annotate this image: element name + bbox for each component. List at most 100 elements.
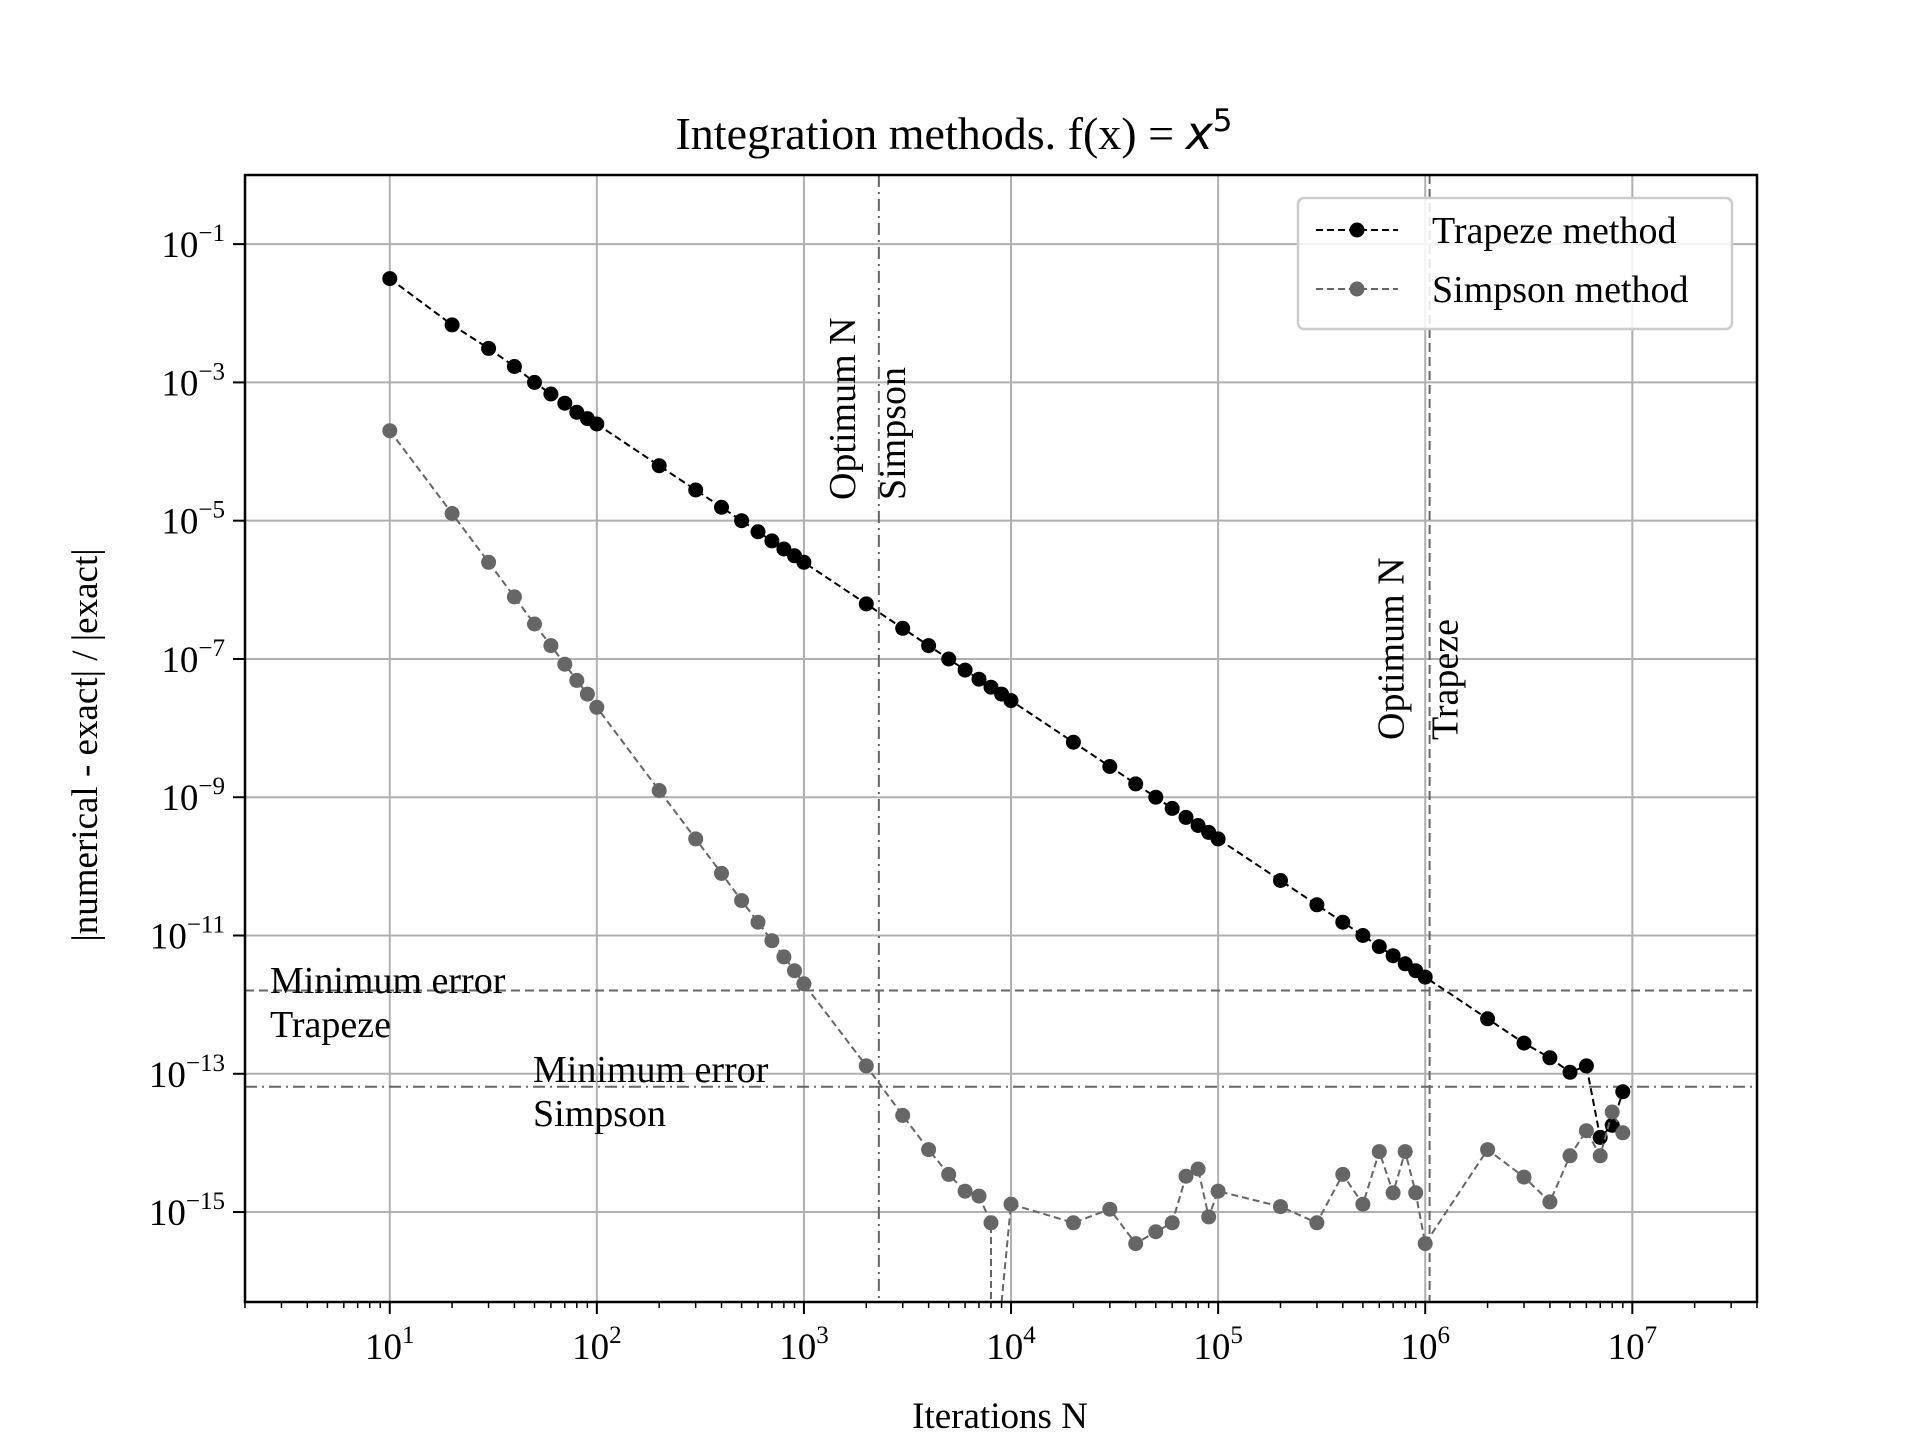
data-point: [527, 616, 542, 632]
data-point: [651, 458, 667, 474]
data-point: [921, 1142, 937, 1158]
data-point: [481, 340, 497, 356]
data-point: [1480, 1142, 1496, 1158]
chart-title-exponent: 5: [1213, 103, 1233, 139]
data-point: [1309, 1215, 1325, 1231]
data-point: [1164, 1215, 1180, 1231]
data-point: [1355, 1196, 1371, 1212]
data-point: [1371, 939, 1387, 955]
data-point: [1397, 1144, 1413, 1160]
data-point: [1562, 1064, 1578, 1080]
data-point: [1102, 1201, 1118, 1217]
data-point: [895, 1107, 911, 1123]
data-point: [1201, 1209, 1217, 1225]
data-point: [1516, 1169, 1532, 1185]
data-point: [776, 949, 792, 965]
data-point: [764, 933, 780, 949]
data-point: [796, 976, 812, 992]
reference-annotation: Optimum N: [1371, 557, 1413, 740]
data-point: [1355, 928, 1371, 943]
data-point: [971, 1188, 987, 1204]
x-axis-ticks: 101 102 103 104 105 106 107: [244, 1302, 1758, 1368]
data-point: [1385, 1185, 1401, 1201]
reference-annotation: Simpson: [533, 1093, 666, 1135]
data-point: [957, 662, 973, 678]
data-point: [1542, 1050, 1558, 1066]
legend-marker-trapeze: [1349, 222, 1365, 238]
data-point: [1178, 809, 1194, 825]
data-point: [1578, 1058, 1594, 1074]
reference-annotation: Minimum error: [270, 960, 506, 1002]
chart-title-text: Integration methods. f(x) =: [675, 108, 1185, 159]
x-tick-label: 101: [365, 1322, 415, 1368]
data-point: [983, 679, 999, 695]
reference-annotation: Optimum N: [822, 317, 864, 500]
data-point: [787, 963, 802, 979]
data-point: [1210, 1183, 1226, 1199]
data-point: [543, 638, 559, 654]
y-tick-label: 10−11: [150, 912, 225, 958]
data-point: [1335, 914, 1351, 930]
x-tick-label: 105: [1193, 1322, 1243, 1368]
data-point: [1309, 897, 1325, 913]
data-point: [1592, 1148, 1608, 1164]
y-tick-label: 10−9: [161, 773, 225, 819]
x-tick-label: 106: [1400, 1322, 1450, 1368]
data-point: [1210, 831, 1226, 847]
data-point: [481, 554, 497, 570]
data-point: [750, 914, 766, 930]
x-tick-label: 107: [1608, 1322, 1658, 1368]
data-point: [1615, 1084, 1631, 1100]
data-point: [1164, 800, 1180, 816]
data-point: [444, 506, 460, 521]
data-point: [589, 699, 605, 715]
y-axis-label: |numerical - exact| / |exact|: [65, 548, 106, 941]
y-tick-label: 10−3: [161, 358, 225, 404]
data-point: [1417, 969, 1433, 985]
legend-box: [1296, 196, 1734, 331]
data-point: [921, 638, 937, 654]
data-point: [527, 374, 542, 390]
data-point: [1273, 873, 1288, 888]
data-point: [557, 656, 573, 672]
data-point: [858, 596, 874, 612]
y-tick-label: 10−7: [161, 635, 225, 681]
data-point: [688, 831, 704, 847]
data-point: [1190, 818, 1206, 833]
legend: Trapeze method Simpson method: [1296, 196, 1734, 331]
legend-label-simpson: Simpson method: [1432, 269, 1689, 311]
data-point: [1003, 693, 1019, 709]
data-point: [382, 423, 398, 439]
data-point: [382, 271, 398, 287]
data-point: [1615, 1125, 1631, 1141]
data-point: [971, 671, 987, 687]
data-point: [1065, 734, 1081, 750]
y-tick-label: 10−1: [161, 220, 225, 266]
data-point: [1480, 1011, 1496, 1027]
y-tick-label: 10−13: [149, 1050, 225, 1096]
data-point: [1190, 1161, 1206, 1177]
series-line: [1000, 1109, 1624, 1303]
series-trapeze: [382, 271, 1631, 1145]
data-point: [1604, 1104, 1620, 1120]
data-point: [1516, 1035, 1532, 1051]
data-point: [796, 554, 812, 570]
data-point: [750, 524, 766, 540]
data-point: [941, 1166, 957, 1182]
data-point: [1335, 1166, 1351, 1182]
reference-annotation: Simpson: [872, 367, 914, 500]
data-point: [589, 416, 605, 432]
reference-annotation: Minimum error: [533, 1049, 769, 1091]
reference-lines: [245, 175, 1757, 1302]
data-point: [579, 686, 595, 702]
data-point: [1273, 1199, 1288, 1215]
legend-marker-simpson: [1349, 281, 1365, 297]
data-point: [543, 386, 559, 402]
legend-label-trapeze: Trapeze method: [1432, 210, 1676, 252]
data-point: [1542, 1194, 1558, 1210]
x-axis-label: Iterations N: [912, 1396, 1088, 1437]
data-point: [557, 395, 573, 411]
data-point: [1178, 1168, 1194, 1184]
